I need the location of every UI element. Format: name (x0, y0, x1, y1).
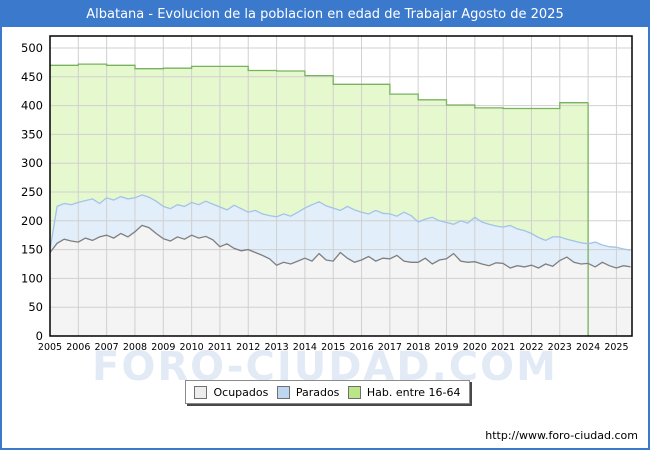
svg-text:2019: 2019 (434, 342, 458, 353)
svg-text:2007: 2007 (95, 342, 119, 353)
svg-text:2009: 2009 (151, 342, 175, 353)
legend-label-hab-16-64: Hab. entre 16-64 (366, 385, 461, 399)
svg-text:100: 100 (21, 271, 43, 285)
hab-16-64-swatch-icon (347, 385, 361, 399)
ocupados-swatch-icon (194, 385, 208, 399)
svg-text:2022: 2022 (519, 342, 543, 353)
parados-swatch-icon (276, 385, 290, 399)
svg-text:2017: 2017 (378, 342, 402, 353)
svg-text:500: 500 (21, 41, 43, 55)
svg-text:2010: 2010 (180, 342, 204, 353)
svg-text:2018: 2018 (406, 342, 430, 353)
svg-text:2012: 2012 (236, 342, 260, 353)
svg-text:400: 400 (21, 99, 43, 113)
svg-text:2006: 2006 (66, 342, 90, 353)
svg-text:2013: 2013 (264, 342, 288, 353)
svg-text:250: 250 (21, 185, 43, 199)
svg-text:0: 0 (36, 329, 43, 343)
svg-text:2014: 2014 (293, 342, 317, 353)
svg-text:2020: 2020 (463, 342, 487, 353)
svg-text:300: 300 (21, 156, 43, 170)
svg-text:2005: 2005 (38, 342, 62, 353)
svg-text:50: 50 (28, 300, 43, 314)
svg-text:2023: 2023 (548, 342, 572, 353)
legend-label-parados: Parados (295, 385, 340, 399)
svg-text:2011: 2011 (208, 342, 232, 353)
svg-text:2024: 2024 (576, 342, 600, 353)
svg-text:200: 200 (21, 214, 43, 228)
legend-item-hab-16-64: Hab. entre 16-64 (347, 385, 461, 399)
legend-item-ocupados: Ocupados (194, 385, 269, 399)
svg-text:2021: 2021 (491, 342, 515, 353)
svg-text:350: 350 (21, 127, 43, 141)
footer-url-link[interactable]: http://www.foro-ciudad.com (485, 429, 638, 442)
legend: Ocupados Parados Hab. entre 16-64 (185, 380, 470, 404)
chart-title: Albatana - Evolucion de la poblacion en … (86, 7, 564, 22)
svg-text:450: 450 (21, 70, 43, 84)
legend-item-parados: Parados (276, 385, 340, 399)
svg-text:2025: 2025 (604, 342, 628, 353)
svg-text:2008: 2008 (123, 342, 147, 353)
svg-text:2016: 2016 (349, 342, 373, 353)
svg-text:2015: 2015 (321, 342, 345, 353)
svg-text:150: 150 (21, 243, 43, 257)
legend-label-ocupados: Ocupados (213, 385, 269, 399)
title-bar: Albatana - Evolucion de la poblacion en … (2, 2, 648, 27)
